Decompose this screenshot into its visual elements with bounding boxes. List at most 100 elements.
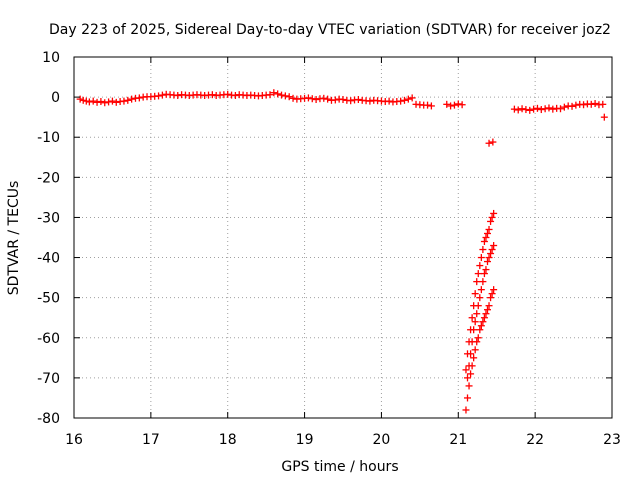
y-tick-label: -70: [37, 371, 60, 387]
data-point: [454, 100, 462, 108]
data-point: [482, 266, 490, 274]
data-point: [473, 338, 481, 346]
data-point: [477, 254, 485, 262]
data-point: [105, 98, 113, 106]
data-point: [289, 94, 297, 102]
data-point: [224, 90, 232, 98]
data-point: [281, 92, 289, 100]
data-point: [483, 229, 491, 237]
data-point: [270, 89, 278, 97]
data-point: [404, 95, 412, 103]
y-tick-label: -10: [37, 130, 60, 146]
data-point: [485, 302, 493, 310]
data-point: [424, 101, 432, 109]
data-point: [474, 302, 482, 310]
data-point: [278, 91, 286, 99]
data-point: [464, 374, 472, 382]
data-point: [488, 213, 496, 221]
data-point: [490, 286, 498, 294]
y-tick-label: -40: [37, 251, 60, 267]
x-tick-label: 20: [373, 432, 391, 448]
data-point: [480, 270, 488, 278]
data-point: [541, 105, 549, 113]
data-point: [465, 382, 473, 390]
x-axis-label: GPS time / hours: [281, 459, 398, 475]
data-point: [462, 366, 470, 374]
data-point: [470, 354, 478, 362]
data-point: [476, 326, 484, 334]
y-tick-label: -30: [37, 210, 60, 226]
data-point: [545, 104, 553, 112]
data-point: [308, 95, 316, 103]
data-point: [427, 102, 435, 110]
data-point: [464, 394, 472, 402]
data-point: [397, 97, 405, 105]
data-point: [487, 294, 495, 302]
data-point: [174, 92, 182, 100]
data-point: [285, 93, 293, 101]
data-point: [112, 98, 120, 106]
y-tick-label: -60: [37, 331, 60, 347]
data-point: [331, 96, 339, 104]
data-point: [158, 91, 166, 99]
data-point: [85, 98, 93, 106]
data-point: [93, 98, 101, 106]
data-point: [587, 100, 595, 108]
data-points: [76, 89, 608, 414]
data-point: [488, 290, 496, 298]
data-point: [522, 106, 530, 114]
data-point: [479, 246, 487, 254]
x-tick-label: 22: [526, 432, 544, 448]
data-point: [476, 294, 484, 302]
data-point: [568, 102, 576, 110]
data-point: [477, 286, 485, 294]
data-point: [479, 318, 487, 326]
x-tick-label: 16: [65, 432, 83, 448]
data-point: [490, 242, 498, 250]
data-point: [488, 246, 496, 254]
data-point: [108, 97, 116, 105]
data-point: [450, 101, 458, 109]
data-point: [462, 406, 470, 414]
data-point: [366, 97, 374, 105]
data-point: [135, 94, 143, 102]
data-point: [76, 95, 84, 103]
data-point: [274, 90, 282, 98]
data-point: [599, 100, 607, 108]
data-point: [474, 334, 482, 342]
data-point: [485, 225, 493, 233]
data-point: [304, 94, 312, 102]
data-point: [231, 92, 239, 100]
data-point: [533, 104, 541, 112]
data-point: [489, 138, 497, 146]
data-point: [89, 97, 97, 105]
x-tick-label: 23: [603, 432, 621, 448]
data-point: [471, 290, 479, 298]
data-point: [537, 106, 545, 114]
data-point: [485, 139, 493, 147]
data-point: [443, 100, 451, 108]
data-point: [408, 94, 416, 102]
data-point: [572, 101, 580, 109]
data-point: [79, 96, 87, 104]
data-point: [324, 95, 332, 103]
x-tick-label: 18: [219, 432, 237, 448]
data-point: [400, 96, 408, 104]
data-point: [580, 101, 588, 109]
data-point: [510, 105, 518, 113]
y-tick-label: 0: [51, 90, 60, 106]
x-tick-label: 17: [142, 432, 160, 448]
data-point: [487, 217, 495, 225]
data-point: [591, 100, 599, 108]
data-point: [476, 262, 484, 270]
x-tick-label: 21: [449, 432, 467, 448]
data-point: [128, 95, 136, 103]
y-tick-label: -20: [37, 170, 60, 186]
data-point: [560, 103, 568, 111]
data-point: [470, 326, 478, 334]
data-point: [266, 91, 274, 99]
data-point: [479, 278, 487, 286]
data-point: [468, 362, 476, 370]
y-tick-label: -50: [37, 291, 60, 307]
